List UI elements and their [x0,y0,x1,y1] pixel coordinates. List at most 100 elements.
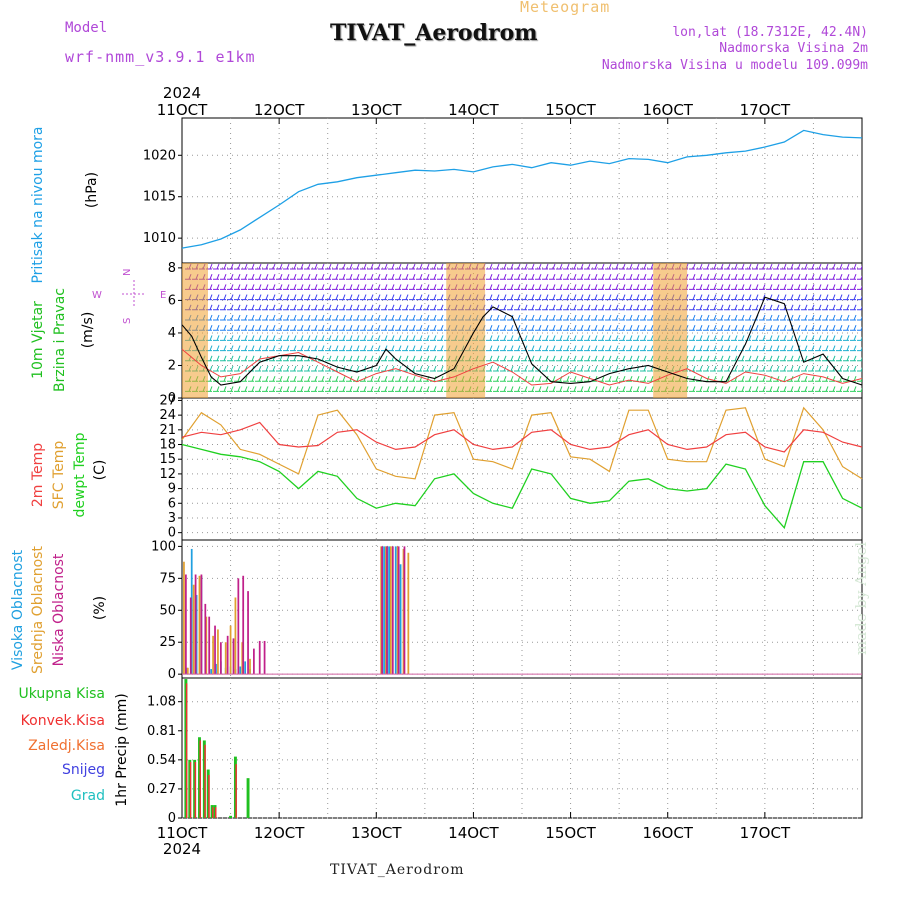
cloud-bar-2 [263,640,266,675]
cloud-bar-2 [242,575,245,675]
cloud-bar-1 [389,546,392,675]
wind-strong-zone [653,263,688,398]
cloud-bar-1 [217,629,219,675]
precip-bar-1 [194,762,197,818]
ylabel-pressure: Pritisak na nivou mora [30,126,46,283]
cloud-bar-1 [229,625,232,675]
ytick-label-temperature: 18 [159,438,176,453]
ylabel-low-cloud: Niska Oblacnost [51,553,67,666]
ylabel-pressure-unit: (hPa) [84,172,100,208]
precip-bar-1 [208,774,210,818]
cloud-bar-1 [186,667,189,675]
ytick-label-wind: 2 [168,358,176,373]
xtick-label-top: 12OCT [254,101,305,119]
cloud-bar-2 [214,625,216,675]
cloud-bar-2 [200,574,203,675]
ytick-label-temperature: 27 [159,393,176,408]
t2m-line [181,421,863,453]
precip-legend-item: Zaledj.Kisa [28,738,105,754]
xtick-label-top: 17OCT [740,101,791,119]
wind-gust-line [181,348,863,386]
xtick-label-bottom: 17OCT [740,824,791,842]
ytick-label-clouds: 75 [159,571,176,586]
panel-wind: 0 2 4 6 8 [168,261,863,406]
ytick-label-clouds: 100 [151,539,176,554]
wind-strong-zone [446,263,486,398]
xtick-label-top: 15OCT [545,101,596,119]
ytick-label-temperature: 12 [159,467,176,482]
panel-frame-pressure [181,117,863,264]
chart-kind-label: Meteogram [520,0,611,16]
cloud-bar-0 [399,564,402,675]
cloud-bar-0 [389,546,391,675]
model-label: Model [65,20,108,36]
cloud-bar-2 [386,546,388,675]
cloud-bar-0 [387,546,389,675]
watermark: made by Angel [852,541,870,655]
ylabel-wind-unit: (m/s) [80,312,96,349]
precip-bar-1 [189,762,192,818]
lonlat-label: lon,lat (18.7312E, 42.4N) [672,25,868,40]
sfc-temp-line [181,406,863,480]
ylabel-wind: 10m Vjetar [30,301,46,379]
ytick-label-pressure: 1015 [143,190,176,205]
cloud-bar-1 [241,642,244,675]
ylabel-temp-unit: (C) [92,460,108,481]
chart-title: TIVAT_Aerodrom [330,20,538,46]
ytick-label-temperature: 9 [168,482,176,497]
xtick-label-top: 13OCT [351,101,402,119]
cloud-bar-1 [249,658,251,675]
cloud-bar-2 [185,574,187,675]
ytick-label-clouds: 25 [159,635,176,650]
cloud-bar-1 [407,552,410,675]
year-label-bottom: 2024 [163,840,201,858]
cloud-bar-0 [215,663,217,675]
precip-legend-item: Ukupna Kisa [18,686,105,702]
ytick-label-wind: 4 [168,326,176,341]
year-label-top: 2024 [163,84,201,102]
ytick-label-precip: 0.27 [147,782,176,797]
panel-pressure: 1010 1015 1020 [143,117,863,264]
ytick-label-temperature: 15 [159,452,176,467]
xtick-label-bottom: 15OCT [545,824,596,842]
cloud-bar-1 [396,546,399,675]
ylabel-high-cloud: Visoka Oblacnost [10,549,26,670]
cloud-bar-2 [226,635,229,675]
ytick-label-wind: 0 [168,391,176,406]
cloud-bar-0 [383,546,385,675]
ytick-label-wind: 6 [168,293,176,308]
xtick-label-bottom: 13OCT [351,824,402,842]
cloud-bar-1 [224,642,227,675]
cloud-bar-0 [185,667,188,675]
dewpt-line [181,443,863,530]
xtick-label-top: 14OCT [448,101,499,119]
cloud-bar-0 [210,669,213,675]
xtick-label-bottom: 12OCT [254,824,305,842]
cloud-bar-0 [195,594,198,675]
cloud-bar-2 [189,597,192,675]
wind-speed-line [181,296,863,386]
ytick-label-precip: 1.08 [147,695,176,710]
cloud-bar-0 [239,666,242,675]
ylabel-cloud-unit: (%) [92,596,108,620]
panel-precip: 0 0.27 0.54 0.81 1.08 [147,677,863,826]
ytick-label-precip: 0 [168,811,176,826]
xtick-label-top: 11OCT [157,101,208,119]
model-version: wrf-nmm_v3.9.1 e1km [65,48,256,66]
cloud-bar-2 [237,578,240,675]
precip-bar-1 [212,807,214,818]
cloud-bar-2 [194,574,197,675]
ytick-label-clouds: 50 [159,603,176,618]
altitude-label: Nadmorska Visina 2m [719,41,868,56]
ytick-label-temperature: 0 [168,526,176,541]
ylabel-mid-cloud: Srednja Oblacnost [30,546,46,674]
wind-strong-zone [182,263,208,398]
cloud-bar-2 [204,603,207,675]
cloud-bar-2 [403,546,406,675]
precip-legend-item: Konvek.Kisa [21,713,105,729]
cloud-bar-1 [212,635,214,675]
pressure-line [181,129,863,249]
cloud-bar-2 [381,546,383,675]
